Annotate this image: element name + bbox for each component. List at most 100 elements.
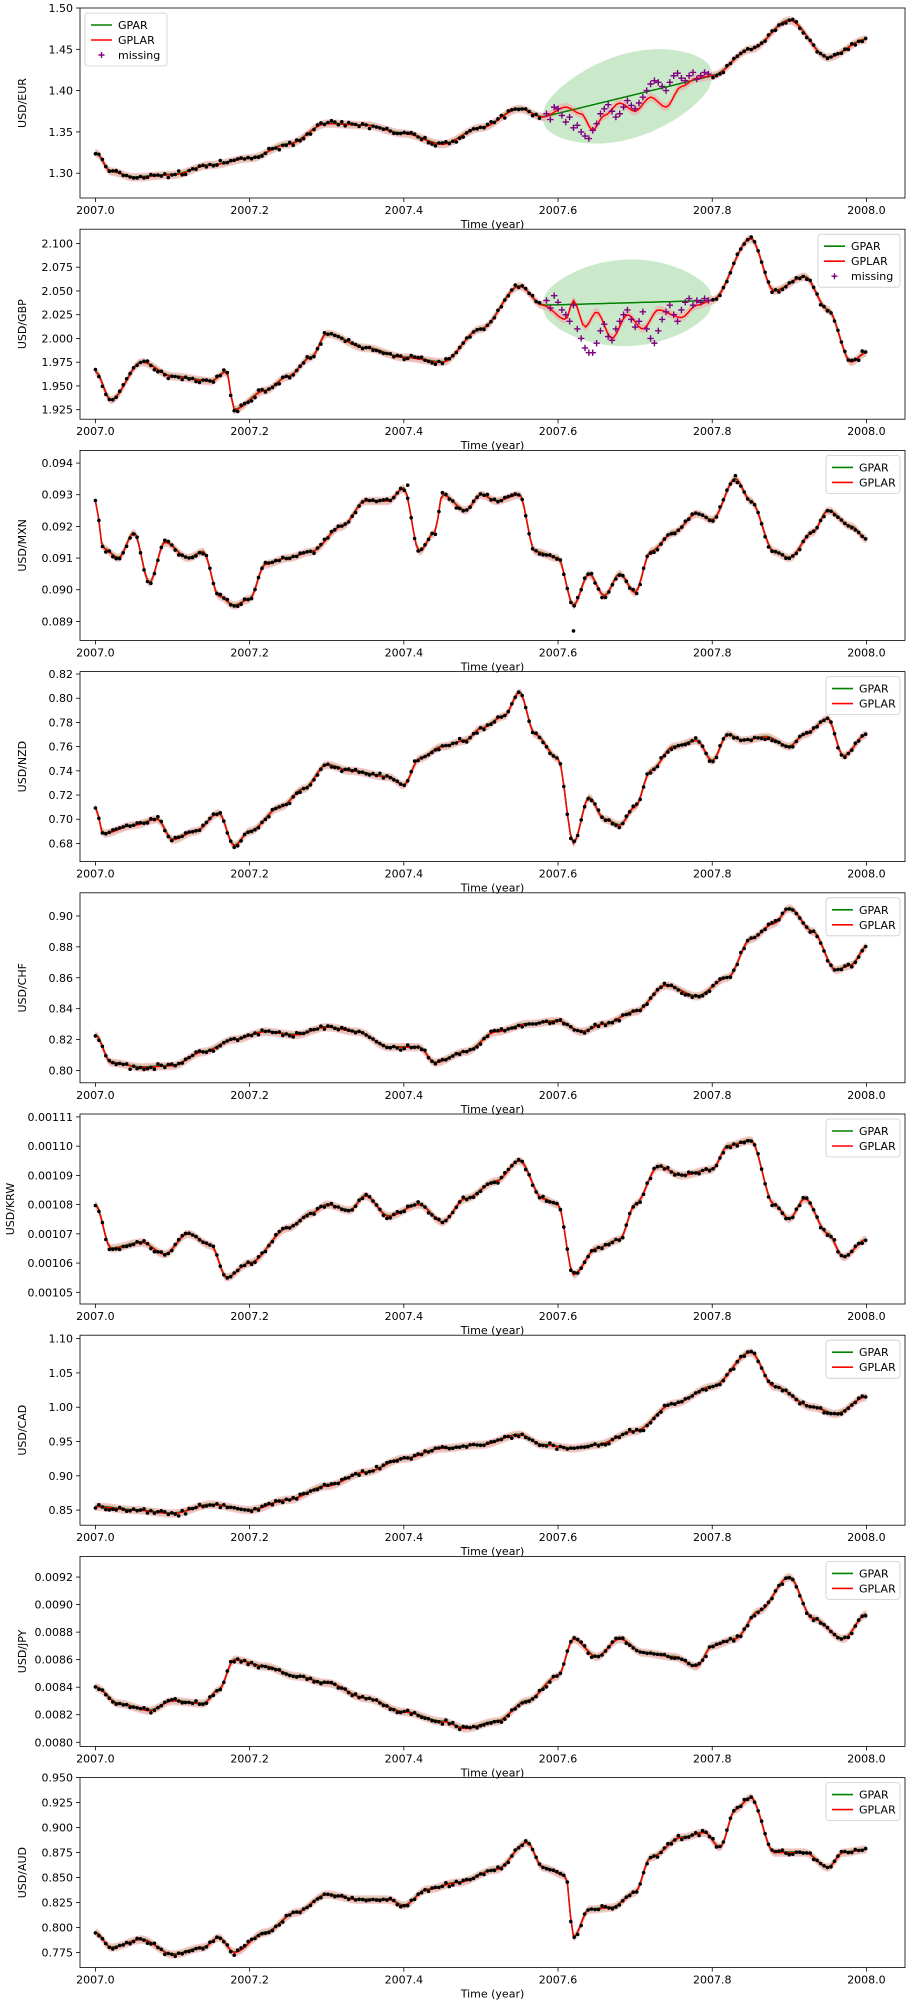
y-tick-label: 0.093 [42, 489, 74, 502]
observed-point [284, 556, 289, 561]
observed-point [551, 1674, 556, 1679]
observed-point [733, 473, 738, 478]
observed-point [340, 769, 344, 774]
observed-point [475, 127, 479, 131]
observed-point [371, 1698, 375, 1702]
legend-swatch-missing [98, 52, 105, 58]
observed-point [232, 158, 236, 162]
gplar-mean-line [95, 1576, 867, 1730]
observed-point [142, 359, 146, 364]
observed-point [142, 1239, 146, 1243]
missing-point [658, 83, 666, 90]
observed-point [176, 1514, 181, 1518]
observed-point [388, 498, 393, 503]
observed-point [402, 357, 407, 362]
observed-point [440, 1445, 445, 1449]
observed-point [499, 715, 504, 719]
observed-point [388, 1216, 393, 1220]
observed-point [478, 1189, 483, 1193]
observed-point [211, 1693, 216, 1698]
observed-point [267, 1930, 271, 1935]
observed-point [215, 374, 219, 379]
observed-point [666, 533, 670, 537]
observed-point [440, 1057, 445, 1062]
observed-point [811, 43, 816, 47]
observed-point [350, 1029, 355, 1033]
x-tick-label: 2007.4 [385, 1089, 424, 1102]
observed-point [735, 736, 740, 740]
observed-point [93, 1685, 98, 1689]
observed-point [173, 1512, 177, 1516]
observed-point [305, 132, 309, 136]
legend-label: GPAR [859, 461, 889, 474]
observed-point [346, 520, 351, 524]
observed-point [707, 518, 712, 523]
observed-point [405, 1708, 410, 1713]
observed-point [416, 1892, 420, 1896]
observed-point [624, 1012, 629, 1017]
observed-point [367, 1035, 372, 1040]
observed-point [117, 389, 122, 394]
observed-point [863, 1846, 868, 1851]
observed-point [721, 1639, 726, 1644]
observed-point [405, 1456, 410, 1460]
x-tick-label: 2007.4 [385, 868, 424, 881]
observed-point [360, 770, 365, 774]
observed-point [416, 355, 420, 360]
x-tick-label: 2007.6 [539, 1089, 578, 1102]
observed-point [537, 1195, 542, 1200]
observed-point [582, 1644, 587, 1648]
observed-point [364, 1471, 368, 1476]
observed-point [496, 1028, 500, 1033]
observed-point [652, 1652, 656, 1656]
observed-point [464, 131, 469, 135]
observed-point [485, 1182, 490, 1186]
observed-point [673, 1173, 677, 1177]
gplar-uncertainty-band [95, 1348, 867, 1518]
observed-point [690, 1833, 694, 1837]
observed-point [676, 1400, 681, 1404]
observed-point [690, 512, 694, 516]
observed-point [697, 1171, 701, 1176]
observed-point [791, 279, 795, 284]
x-tick-label: 2007.8 [693, 1531, 732, 1544]
observed-point [204, 553, 209, 558]
axes-frame [79, 1113, 906, 1305]
observed-point [451, 741, 455, 746]
observed-point [506, 1027, 511, 1031]
legend-box [825, 1118, 901, 1158]
observed-point [398, 486, 403, 491]
observed-point [395, 1210, 400, 1214]
observed-point [471, 1442, 476, 1447]
x-axis-label: Time (year) [460, 1988, 525, 2001]
observed-point [246, 155, 250, 160]
missing-point [678, 75, 685, 82]
observed-point [291, 373, 296, 377]
observed-point [104, 831, 108, 836]
observed-point [503, 1171, 507, 1175]
observed-point [627, 1012, 632, 1016]
observed-point [516, 690, 521, 694]
observed-point [242, 597, 247, 601]
observed-point [822, 1623, 826, 1627]
y-tick-label: 0.68 [49, 837, 74, 850]
observed-point [676, 1656, 681, 1660]
observed-point [482, 493, 486, 498]
axes-frame [79, 892, 906, 1084]
legend-label: missing [851, 270, 893, 283]
missing-point [554, 105, 562, 112]
observed-point [242, 832, 247, 837]
observed-point [621, 1235, 625, 1240]
observed-point [201, 163, 205, 168]
observed-point [329, 1482, 334, 1486]
observed-point [423, 135, 427, 140]
observed-point [107, 169, 112, 173]
observed-point [294, 1222, 299, 1226]
observed-point [392, 1044, 396, 1049]
observed-point [697, 740, 701, 744]
observed-point [662, 1167, 667, 1171]
observed-point [860, 534, 864, 539]
gplar-uncertainty-band [95, 904, 867, 1072]
observed-point [787, 1852, 792, 1857]
